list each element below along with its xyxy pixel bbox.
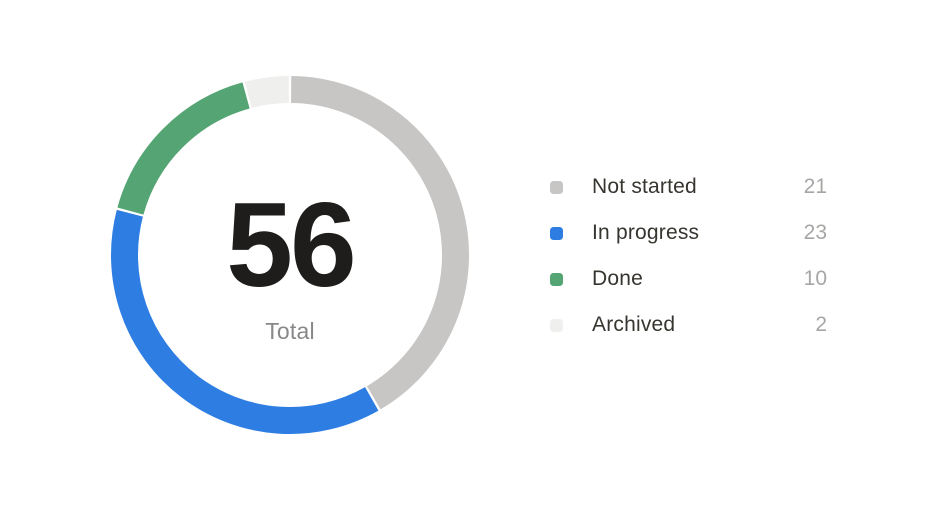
legend-swatch-done-icon (550, 272, 563, 286)
legend-swatch-not-started-icon (550, 180, 563, 194)
legend-item-done[interactable]: Done 10 (550, 256, 827, 302)
legend-label-in-progress: In progress (592, 221, 700, 244)
donut-segment-archived[interactable] (244, 76, 290, 108)
legend-item-not-started[interactable]: Not started 21 (550, 164, 827, 210)
legend-swatch-archived-icon (550, 318, 563, 332)
legend-label-archived: Archived (592, 313, 676, 336)
legend-value-done: 10 (803, 267, 827, 290)
donut-segment-done[interactable] (117, 82, 250, 215)
legend-value-not-started: 21 (803, 175, 827, 198)
donut-chart: 56 Total (108, 73, 472, 437)
donut-ring-icon (111, 76, 469, 434)
legend-item-archived[interactable]: Archived 2 (550, 302, 827, 348)
legend-swatch-in-progress-icon (550, 226, 563, 240)
legend-label-not-started: Not started (592, 175, 697, 198)
legend-item-in-progress[interactable]: In progress 23 (550, 210, 827, 256)
legend-label-done: Done (592, 267, 644, 290)
chart-legend: Not started 21 In progress 23 Done 10 Ar… (550, 164, 827, 348)
legend-value-in-progress: 23 (803, 221, 827, 244)
legend-value-archived: 2 (815, 313, 827, 336)
donut-segment-in-progress[interactable] (111, 209, 379, 434)
donut-segment-not-started[interactable] (291, 76, 469, 410)
